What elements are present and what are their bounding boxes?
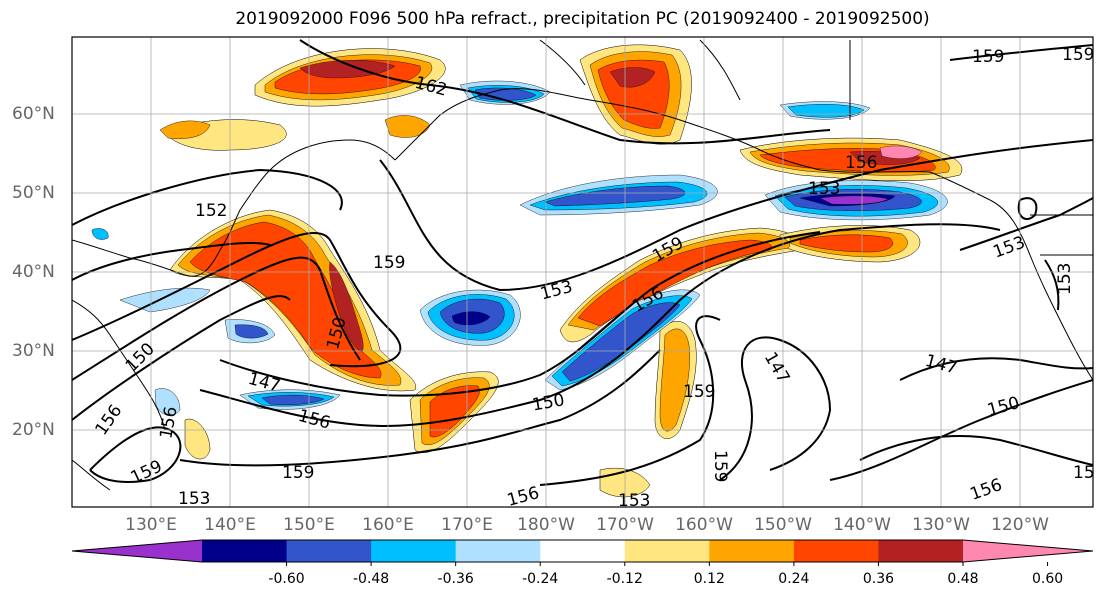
contour-label: 153 [1055,263,1075,295]
contour-label: 150 [531,390,566,415]
contour-label: 15 [1073,463,1095,483]
colorbar-tick-label: 0.12 [693,571,725,587]
colorbar-tick-label: 0.24 [778,571,810,587]
contour-label: 156 [156,405,181,440]
contour-label: 150 [985,393,1022,421]
contour-label: 159 [128,456,166,488]
lon-label: 180°W [517,515,575,535]
colorbar-segment [286,540,372,562]
colorbar-tick-label: 0.36 [862,571,895,587]
contour-label: 162 [413,73,450,101]
colorbar-tick-label: -0.48 [352,571,390,587]
gridlines [72,37,1093,507]
colorbar-arrow-left [72,540,202,562]
lon-label: 130°W [912,515,970,535]
colorbar-segment [624,540,710,562]
lon-label: 140°E [204,515,256,535]
colorbar-segment [709,540,795,562]
contour-label: 159 [710,450,730,482]
colorbar [71,539,1094,566]
contour-label: 159 [683,382,715,402]
contour-label: 159 [972,47,1004,67]
contour-label: 147 [246,369,283,397]
colorbar-tick-label: -0.60 [268,571,305,587]
contour-label: 156 [968,475,1005,505]
lon-label: 130°E [125,515,177,535]
colorbar-tick-label: -0.36 [437,571,474,587]
contour-label: 156 [91,401,126,439]
colorbar-segment [455,540,541,562]
contour-label: 153 [538,277,575,305]
contour-label: 156 [296,406,333,434]
lon-label: 140°W [833,515,891,535]
colorbar-segment [371,540,457,562]
contour-label: 159 [373,253,405,273]
lon-label: 160°E [362,515,414,535]
lat-label-40: 40°N [12,262,55,282]
lon-label: 150°W [754,515,812,535]
lat-label-50: 50°N [12,183,55,203]
lon-label: 160°W [675,515,733,535]
contour-label: 147 [923,351,960,379]
colorbar-tick-label: -0.12 [606,571,643,587]
contour-label: 156 [505,483,542,511]
lon-label: 120°W [991,515,1049,535]
map-title: 2019092000 F096 500 hPa refract., precip… [235,9,930,29]
contour-label: 153 [618,491,650,511]
colorbar-tick-label: 0.60 [1031,571,1064,587]
lon-label: 170°W [596,515,654,535]
contour-label: 153 [808,179,840,199]
lon-label: 170°E [441,515,493,535]
contour-label: 147 [760,349,794,387]
colorbar-segment [793,540,879,562]
colorbar-segment [878,540,964,562]
colorbar-tick-label: 0.48 [947,571,979,587]
colorbar-segment [202,540,288,562]
lat-label-30: 30°N [12,341,55,361]
lat-label-60: 60°N [12,104,55,124]
contour-label: 153 [178,489,210,509]
contour-label: 159 [1062,45,1094,65]
lat-label-20: 20°N [12,420,55,440]
contour-label: 159 [282,463,314,483]
contour-label: 152 [195,201,227,221]
colorbar-tick-label: -0.24 [522,571,559,587]
colorbar-segment [540,540,626,562]
map-frame [71,36,1094,508]
colorbar-outline [71,539,1094,563]
contour-label: 156 [845,153,877,173]
colorbar-arrow-right [963,540,1093,562]
lon-label: 150°E [283,515,335,535]
coastlines [72,39,1093,491]
